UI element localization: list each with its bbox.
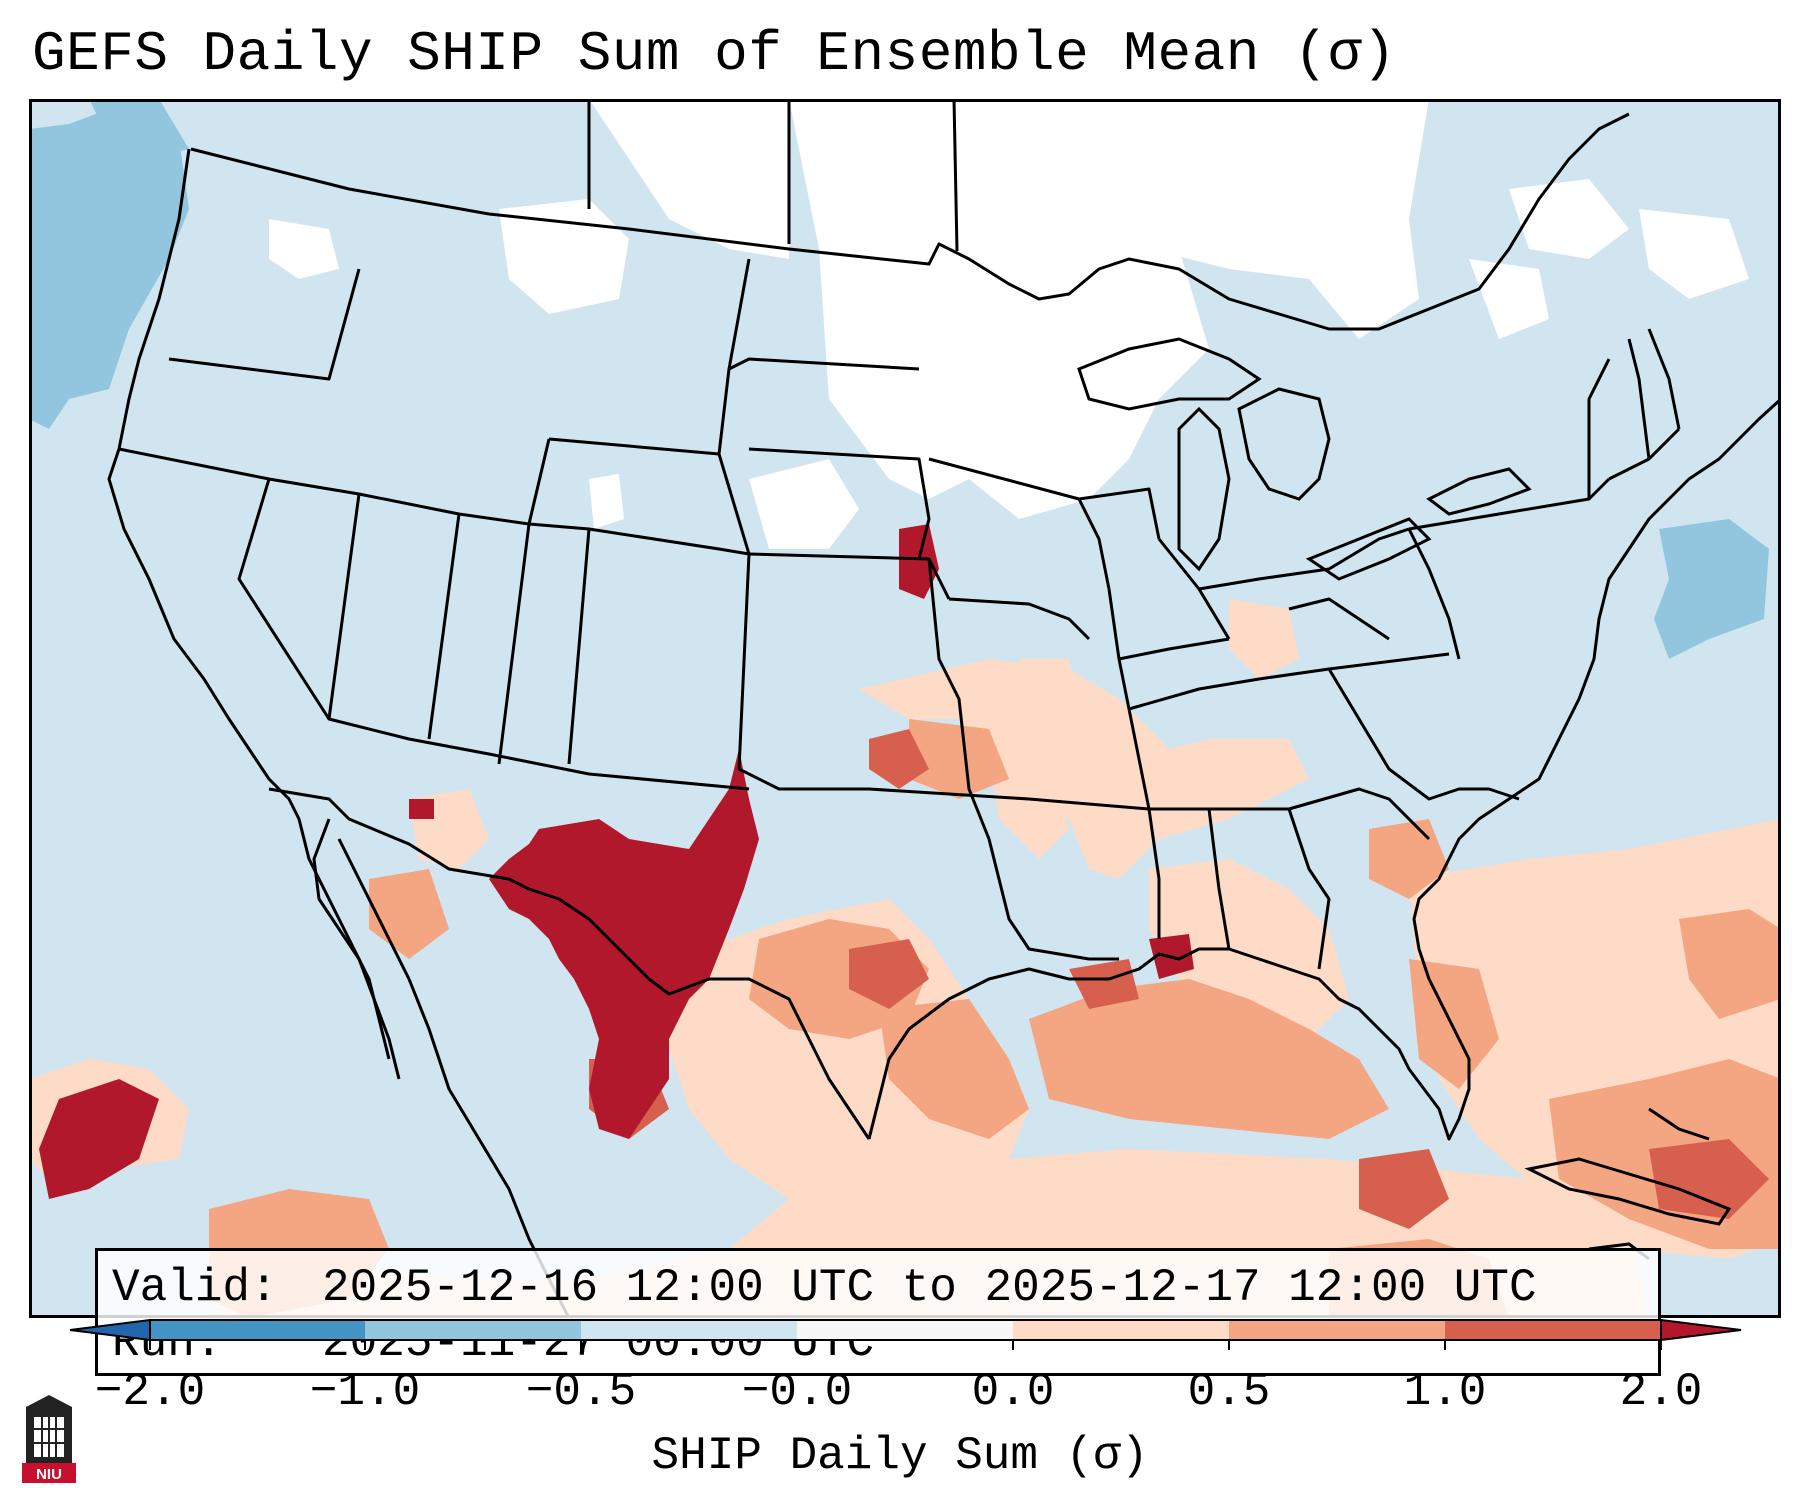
colorbar-tick-label: 0.0 bbox=[971, 1366, 1055, 1418]
colorbar-tick-label: −0.5 bbox=[525, 1366, 637, 1418]
great-lakes bbox=[1077, 337, 1532, 581]
map-title: GEFS Daily SHIP Sum of Ensemble Mean (σ) bbox=[32, 22, 1397, 86]
field-near-zero-regions bbox=[269, 99, 1749, 549]
colorbar-label: SHIP Daily Sum (σ) bbox=[651, 1430, 1149, 1482]
valid-row: Valid: 2025-12-16 12:00 UTC to 2025-12-17… bbox=[112, 1261, 1644, 1316]
colorbar-seg-5 bbox=[1229, 1320, 1445, 1340]
colorbar-seg-4 bbox=[1013, 1320, 1229, 1340]
colorbar-seg-6 bbox=[1445, 1320, 1661, 1340]
colorbar-tick-label: 1.0 bbox=[1403, 1366, 1487, 1418]
colorbar-tick-label: 0.5 bbox=[1187, 1366, 1271, 1418]
colorbar-ticks bbox=[149, 1340, 1662, 1350]
country-state-borders bbox=[107, 99, 1781, 1318]
valid-label: Valid: bbox=[112, 1262, 278, 1314]
colorbar-tick-label: −2.0 bbox=[94, 1366, 206, 1418]
colorbar-over-triangle bbox=[1660, 1318, 1742, 1342]
colorbar-tick-label: 2.0 bbox=[1619, 1366, 1703, 1418]
map-canvas bbox=[29, 99, 1781, 1318]
colorbar-seg-2 bbox=[581, 1320, 797, 1340]
logo-text: NIU bbox=[36, 1466, 62, 1483]
colorbar-frame bbox=[149, 1319, 1662, 1341]
colorbar-under-triangle bbox=[69, 1318, 151, 1342]
colorbar-seg-0 bbox=[150, 1320, 365, 1340]
colorbar-seg-3 bbox=[797, 1320, 1013, 1340]
colorbar bbox=[69, 1318, 1742, 1350]
niu-logo: NIU bbox=[20, 1393, 78, 1485]
field-extreme-regions bbox=[39, 524, 1194, 1199]
colorbar-seg-1 bbox=[365, 1320, 581, 1340]
field-negative-regions bbox=[29, 99, 1769, 659]
valid-value: 2025-12-16 12:00 UTC to 2025-12-17 12:00… bbox=[322, 1262, 1537, 1314]
colorbar-tick-label: −1.0 bbox=[309, 1366, 421, 1418]
map-panel: Valid: 2025-12-16 12:00 UTC to 2025-12-17… bbox=[29, 99, 1781, 1376]
niu-seal-icon bbox=[22, 1395, 76, 1483]
colorbar-tick-label: −0.0 bbox=[741, 1366, 853, 1418]
